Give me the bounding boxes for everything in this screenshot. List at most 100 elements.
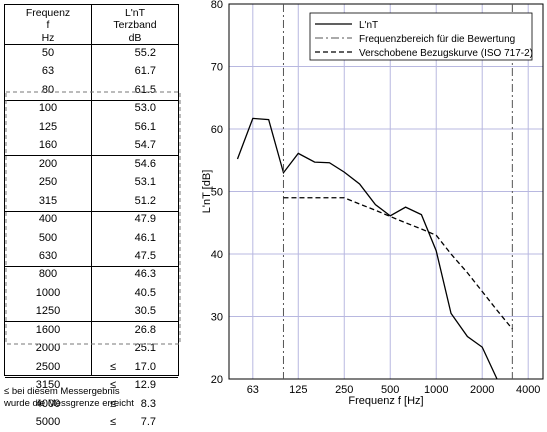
frequency-cell: 1600 <box>35 323 61 336</box>
table-row: 200 54.6 <box>5 156 178 174</box>
table-row: 5000 ≤7.7 <box>5 414 178 432</box>
table-row: 800 46.3 <box>5 266 178 284</box>
level-cell: 61.5 <box>134 83 156 96</box>
x-axis-label: Frequenz f [Hz] <box>348 395 423 407</box>
header-level-line2: Terzband <box>113 19 157 32</box>
header-level-line1: L'nT <box>124 7 146 19</box>
frequency-cell: 630 <box>38 249 58 262</box>
level-cell: 56.1 <box>134 120 156 133</box>
frequency-cell: 800 <box>38 268 58 281</box>
level-cell: 53.0 <box>134 102 156 115</box>
limit-symbol: ≤ <box>110 397 117 410</box>
x-tick-label: 2000 <box>470 384 494 396</box>
level-cell: 25.1 <box>134 342 156 355</box>
y-tick-label: 60 <box>211 124 223 136</box>
table-header: Frequenz f Hz L'nT Terzband dB <box>5 5 178 45</box>
header-frequency-line2: f <box>46 19 50 32</box>
plot-frame <box>228 3 544 380</box>
limit-symbol: ≤ <box>110 360 117 373</box>
table-row: 250 53.1 <box>5 174 178 192</box>
frequency-cell: 4000 <box>35 397 61 410</box>
header-frequency-line1: Frequenz <box>25 7 71 19</box>
table-row: 315 51.2 <box>5 193 178 211</box>
y-tick-label: 30 <box>211 312 223 324</box>
header-frequency: Frequenz f Hz <box>5 5 91 44</box>
level-cell: 46.1 <box>134 231 156 244</box>
frequency-cell: 80 <box>41 83 55 96</box>
table-row: 125 56.1 <box>5 119 178 137</box>
frequency-cell: 2500 <box>35 360 61 373</box>
y-tick-label: 70 <box>211 62 223 74</box>
level-cell: 46.3 <box>134 268 156 281</box>
table-row: 3150 ≤12.9 <box>5 377 178 395</box>
frequency-cell: 160 <box>38 139 58 152</box>
frequency-cell: 3150 <box>35 379 61 392</box>
table-row: 500 46.1 <box>5 230 178 248</box>
level-cell: 40.5 <box>134 286 156 299</box>
table-row: 1250 30.5 <box>5 303 178 321</box>
frequency-cell: 125 <box>38 120 58 133</box>
table-column-divider <box>91 5 92 375</box>
table-row: 63 61.7 <box>5 63 178 81</box>
level-cell: 54.7 <box>134 139 156 152</box>
frequency-cell: 1000 <box>35 286 61 299</box>
header-frequency-line3: Hz <box>41 31 55 44</box>
table-row: 2500 ≤17.0 <box>5 359 178 377</box>
level-cell: 61.7 <box>134 65 156 78</box>
frequency-cell: 50 <box>41 47 55 59</box>
note-line2: wurde die Messgrenze erreicht <box>4 398 134 409</box>
y-tick-label: 50 <box>211 187 223 199</box>
table-row: 160 54.7 <box>5 137 178 155</box>
legend-entry: L'nT <box>359 20 378 31</box>
measured-curve <box>236 117 498 380</box>
row-group-separator <box>5 155 178 157</box>
frequency-cell: 400 <box>38 213 58 226</box>
table-row: 4000 ≤8.3 <box>5 396 178 414</box>
table-row: 1600 26.8 <box>5 322 178 340</box>
frequency-cell: 500 <box>38 231 58 244</box>
level-cell: 7.7 <box>140 416 156 428</box>
x-tick-label: 125 <box>289 384 307 396</box>
row-group-separator <box>5 265 178 267</box>
level-cell: 51.2 <box>134 194 156 207</box>
reference-curve <box>283 197 513 330</box>
y-axis-label: L'nT [dB] <box>201 170 213 213</box>
x-tick-label: 250 <box>335 384 353 396</box>
group-box-1 <box>5 91 181 345</box>
row-group-separator <box>5 321 178 323</box>
frequency-cell: 100 <box>38 102 58 115</box>
level-cell: 53.1 <box>134 176 156 189</box>
table-row: 2000 25.1 <box>5 340 178 358</box>
level-cell: 47.9 <box>134 213 156 226</box>
x-tick-label: 63 <box>247 384 259 396</box>
x-tick-label: 500 <box>381 384 399 396</box>
table-group-boxes <box>5 91 181 345</box>
x-tick-label: 4000 <box>516 384 540 396</box>
level-cell: 55.2 <box>134 47 156 59</box>
table-row: 400 47.9 <box>5 211 178 229</box>
level-chart: 20 30 40 50 60 70 80 63 125 250 500 1000 2000 4000 Fre… <box>201 0 544 407</box>
level-cell: 47.5 <box>134 249 156 262</box>
row-group-separator <box>5 99 178 101</box>
table-row: 630 47.5 <box>5 248 178 266</box>
frequency-cell: 1250 <box>35 305 61 318</box>
header-level-line3: dB <box>128 31 142 44</box>
row-group-separator <box>5 376 178 378</box>
level-cell: 17.0 <box>134 360 156 373</box>
x-tick-label: 1000 <box>424 384 448 396</box>
frequency-cell: 250 <box>38 176 58 189</box>
table-row: 100 53.0 <box>5 100 178 118</box>
legend-entry: Verschobene Bezugskurve (ISO 717-2) <box>359 48 533 59</box>
level-cell: 26.8 <box>134 323 156 336</box>
table-row: 50 55.2 <box>5 45 178 63</box>
level-cell: 54.6 <box>134 157 156 170</box>
y-tick-label: 40 <box>211 249 223 261</box>
y-tick-label: 20 <box>211 374 223 386</box>
frequency-cell: 200 <box>38 157 58 170</box>
note-line1: ≤ bei diesem Messergebnis <box>4 386 120 397</box>
level-cell: 8.3 <box>140 397 156 410</box>
level-cell: 30.5 <box>134 305 156 318</box>
limit-symbol: ≤ <box>110 379 117 392</box>
frequency-cell: 2000 <box>35 342 61 355</box>
frequency-cell: 315 <box>38 194 58 207</box>
